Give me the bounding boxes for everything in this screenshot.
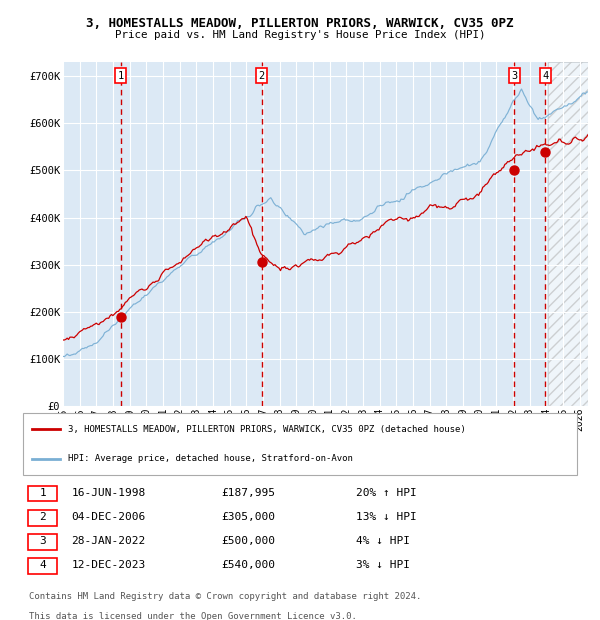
Text: Price paid vs. HM Land Registry's House Price Index (HPI): Price paid vs. HM Land Registry's House …: [115, 30, 485, 40]
Text: 28-JAN-2022: 28-JAN-2022: [71, 536, 146, 546]
Text: £500,000: £500,000: [221, 536, 275, 546]
Text: 20% ↑ HPI: 20% ↑ HPI: [356, 488, 417, 498]
Text: 3, HOMESTALLS MEADOW, PILLERTON PRIORS, WARWICK, CV35 0PZ: 3, HOMESTALLS MEADOW, PILLERTON PRIORS, …: [86, 17, 514, 30]
Text: 16-JUN-1998: 16-JUN-1998: [71, 488, 146, 498]
Text: 4: 4: [40, 560, 46, 570]
Text: 3% ↓ HPI: 3% ↓ HPI: [356, 560, 410, 570]
Text: 1: 1: [40, 488, 46, 498]
Text: Contains HM Land Registry data © Crown copyright and database right 2024.: Contains HM Land Registry data © Crown c…: [29, 592, 422, 601]
FancyBboxPatch shape: [28, 558, 58, 574]
FancyBboxPatch shape: [23, 413, 577, 475]
Text: £305,000: £305,000: [221, 512, 275, 522]
Text: 12-DEC-2023: 12-DEC-2023: [71, 560, 146, 570]
Text: 04-DEC-2006: 04-DEC-2006: [71, 512, 146, 522]
Text: 2: 2: [259, 71, 265, 81]
Bar: [548, 62, 588, 406]
Text: 2: 2: [40, 512, 46, 522]
Text: 4% ↓ HPI: 4% ↓ HPI: [356, 536, 410, 546]
Text: £540,000: £540,000: [221, 560, 275, 570]
Text: This data is licensed under the Open Government Licence v3.0.: This data is licensed under the Open Gov…: [29, 612, 357, 620]
Text: £187,995: £187,995: [221, 488, 275, 498]
Text: 4: 4: [542, 71, 548, 81]
FancyBboxPatch shape: [28, 485, 58, 502]
FancyBboxPatch shape: [28, 534, 58, 549]
Text: 13% ↓ HPI: 13% ↓ HPI: [356, 512, 417, 522]
FancyBboxPatch shape: [28, 510, 58, 526]
Text: 3: 3: [511, 71, 517, 81]
Text: 3: 3: [40, 536, 46, 546]
Text: 1: 1: [118, 71, 124, 81]
Text: HPI: Average price, detached house, Stratford-on-Avon: HPI: Average price, detached house, Stra…: [68, 454, 353, 463]
Text: 3, HOMESTALLS MEADOW, PILLERTON PRIORS, WARWICK, CV35 0PZ (detached house): 3, HOMESTALLS MEADOW, PILLERTON PRIORS, …: [68, 425, 466, 433]
